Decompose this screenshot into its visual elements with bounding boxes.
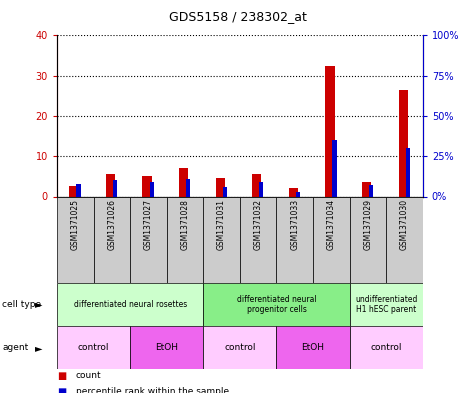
Bar [130, 196, 167, 283]
Text: GSM1371028: GSM1371028 [180, 199, 190, 250]
Text: ■: ■ [57, 387, 66, 393]
Bar [113, 180, 117, 196]
Bar [252, 174, 261, 196]
Text: GSM1371029: GSM1371029 [363, 199, 372, 250]
Bar [276, 326, 350, 369]
Bar [350, 196, 386, 283]
Bar [259, 182, 264, 196]
Text: differentiated neural rosettes: differentiated neural rosettes [74, 300, 187, 309]
Text: GSM1371032: GSM1371032 [254, 199, 263, 250]
Bar [289, 188, 298, 196]
Bar [223, 187, 227, 196]
Bar [57, 196, 94, 283]
Bar [57, 283, 203, 326]
Text: undifferentiated
H1 hESC parent: undifferentiated H1 hESC parent [355, 295, 418, 314]
Bar [313, 196, 350, 283]
Text: GSM1371026: GSM1371026 [107, 199, 116, 250]
Bar [203, 326, 276, 369]
Bar [325, 66, 334, 196]
Text: GSM1371027: GSM1371027 [144, 199, 153, 250]
Bar [369, 185, 373, 196]
Text: GSM1371031: GSM1371031 [217, 199, 226, 250]
Text: EtOH: EtOH [302, 343, 324, 352]
Bar [240, 196, 276, 283]
Bar [106, 174, 115, 196]
Bar [276, 196, 313, 283]
Bar [167, 196, 203, 283]
Bar [69, 186, 78, 196]
Text: EtOH: EtOH [155, 343, 178, 352]
Text: cell type: cell type [2, 300, 41, 309]
Text: percentile rank within the sample: percentile rank within the sample [76, 387, 229, 393]
Bar [386, 196, 423, 283]
Bar [203, 283, 350, 326]
Bar [362, 182, 371, 196]
Bar [130, 326, 203, 369]
Bar [94, 196, 130, 283]
Bar [350, 283, 423, 326]
Text: GSM1371025: GSM1371025 [71, 199, 80, 250]
Text: control: control [224, 343, 256, 352]
Bar [296, 192, 300, 196]
Bar [57, 326, 130, 369]
Text: ■: ■ [57, 371, 66, 381]
Text: differentiated neural
progenitor cells: differentiated neural progenitor cells [237, 295, 316, 314]
Bar [406, 148, 410, 196]
Bar [186, 179, 190, 196]
Text: GSM1371030: GSM1371030 [400, 199, 409, 250]
Text: control: control [78, 343, 109, 352]
Bar [350, 326, 423, 369]
Bar [179, 168, 188, 196]
Text: GDS5158 / 238302_at: GDS5158 / 238302_at [169, 10, 306, 23]
Text: GSM1371033: GSM1371033 [290, 199, 299, 250]
Text: agent: agent [2, 343, 28, 352]
Bar [150, 182, 154, 196]
Text: ►: ► [35, 343, 43, 353]
Text: GSM1371034: GSM1371034 [327, 199, 336, 250]
Bar [76, 184, 81, 196]
Bar [216, 178, 225, 196]
Text: control: control [370, 343, 402, 352]
Bar [142, 176, 152, 196]
Text: count: count [76, 371, 102, 380]
Bar [399, 90, 408, 196]
Bar [332, 140, 337, 196]
Bar [203, 196, 240, 283]
Text: ►: ► [35, 299, 43, 310]
